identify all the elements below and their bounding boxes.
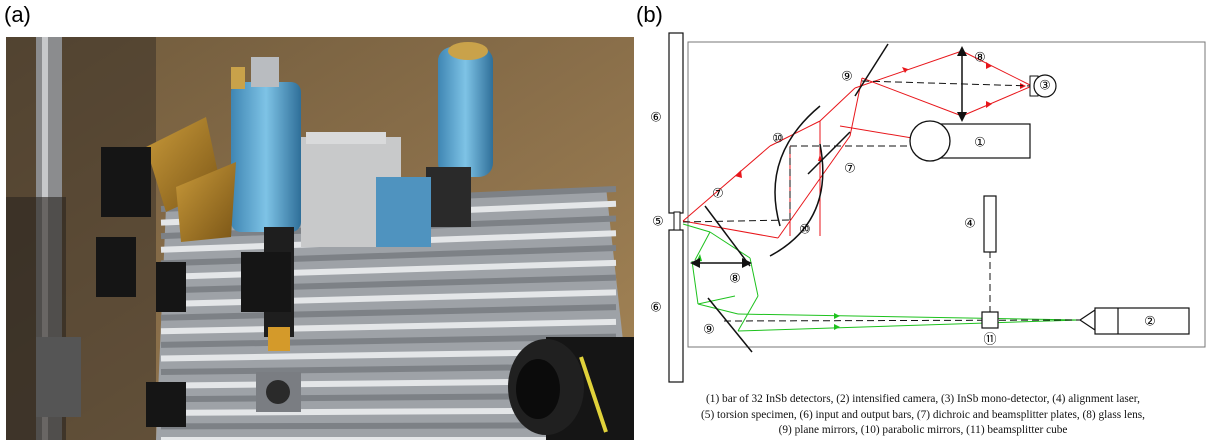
red-arrowheads: [735, 62, 1026, 178]
breadboard-rail: [160, 333, 617, 348]
marker-output-bar: ⑥: [650, 301, 662, 316]
lens-arrowheads: [690, 46, 967, 268]
camera-lens: [508, 337, 634, 440]
marker-laser: ④: [964, 217, 976, 232]
caption-line: (9) plane mirrors, (10) parabolic mirror…: [778, 424, 1068, 436]
intensified-camera-device: [1078, 307, 1190, 335]
alignment-laser-device: [983, 195, 997, 253]
marker-beamsplitter-cube: ⑪: [983, 333, 996, 348]
marker-input-bar: ⑥: [650, 111, 662, 126]
marker-mono-detector: ③: [1039, 79, 1051, 94]
optical-mounts: [36, 147, 291, 427]
marker-plane-mirror-upper: ⑨: [841, 70, 853, 85]
panel-b-label: (b): [636, 2, 663, 27]
breadboard-rail: [160, 245, 617, 267]
parabolic-mirrors: [146, 117, 236, 242]
breadboard-rail: [160, 304, 617, 321]
breadboard-rail: [160, 259, 617, 280]
marker-specimen: ⑤: [652, 215, 664, 230]
marker-lens-upper: ⑧: [974, 51, 986, 66]
marker-dichroic-lower: ⑦: [712, 187, 724, 202]
marker-dichroic-upper: ⑦: [844, 162, 856, 177]
torsion-specimen: [673, 211, 681, 231]
green-optical-path: [682, 223, 1081, 332]
marker-plane-mirror-lower: ⑨: [703, 323, 715, 338]
specimen-holder: [256, 372, 301, 412]
breadboard-rail: [160, 318, 617, 335]
marker-parabolic-lower: ⑩: [799, 223, 811, 238]
marker-lens-lower: ⑧: [729, 272, 741, 287]
panel-a-label: (a): [4, 2, 31, 27]
breadboard-rail: [160, 289, 617, 308]
experimental-setup-photo: [6, 37, 634, 440]
caption-line: (5) torsion specimen, (6) input and outp…: [701, 408, 1145, 421]
output-bar: [668, 229, 684, 383]
optical-schematic: ⑥ ⑥ ⑤ ① ② ③ ④ ⑦ ⑦ ⑧ ⑧ ⑨ ⑨ ⑩ ⑩ ⑪: [650, 32, 1206, 383]
marker-camera: ②: [1144, 315, 1156, 330]
marker-bar-detectors: ①: [974, 136, 986, 151]
breadboard-rail: [160, 274, 617, 294]
marker-parabolic-upper: ⑩: [772, 132, 784, 147]
bar-detectors-device: [909, 120, 1031, 162]
figure-caption: (1) bar of 32 InSb detectors, (2) intens…: [640, 392, 1206, 439]
mono-detector-device: [1029, 74, 1057, 98]
alignment-lines: [682, 80, 1081, 322]
schematic-frame: [687, 41, 1206, 348]
input-bar: [668, 32, 684, 214]
detector-dewar-right: [426, 42, 493, 227]
mirrors-and-plates: [692, 43, 963, 353]
beamsplitter-cube-device: [981, 311, 999, 329]
caption-line: (1) bar of 32 InSb detectors, (2) intens…: [706, 393, 1140, 405]
camera-housing: [301, 132, 431, 247]
